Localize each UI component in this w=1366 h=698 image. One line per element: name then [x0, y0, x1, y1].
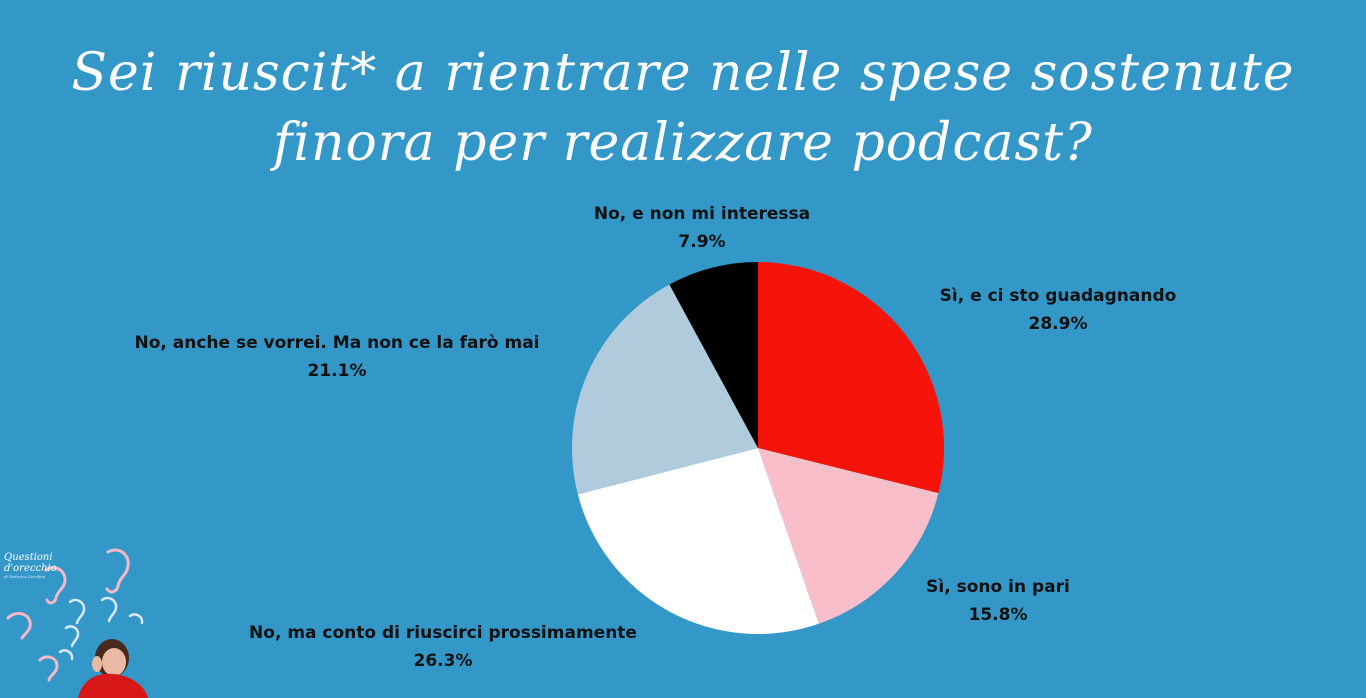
label-si-guadagnando: Sì, e ci sto guadagnando 28.9%	[940, 282, 1177, 338]
label-no-prossimamente-value: 26.3%	[413, 651, 473, 671]
logo-text: Questioni d'orecchio di Federica Zecchin…	[4, 552, 74, 580]
logo-title-line-2: d'orecchio	[4, 563, 57, 574]
label-no-mai-value: 21.1%	[307, 361, 367, 381]
ear-icon	[128, 613, 144, 625]
pie-slice-2	[577, 448, 819, 634]
label-si-pari-value: 15.8%	[968, 605, 1028, 625]
pie-slice-0	[758, 262, 944, 494]
label-si-guadagnando-text: Sì, e ci sto guadagnando	[939, 286, 1177, 306]
pie-slice-3	[572, 284, 758, 495]
label-no-mai-text: No, anche se vorrei. Ma non ce la farò m…	[134, 333, 540, 353]
label-no-interessa-value: 7.9%	[678, 232, 726, 252]
label-no-prossimamente-text: No, ma conto di riuscirci prossimamente	[249, 623, 637, 643]
ear-icon	[64, 625, 80, 648]
logo-subtitle: di Federica Zecchini	[4, 574, 46, 579]
label-si-guadagnando-value: 28.9%	[1028, 314, 1088, 334]
chart-title-line-2: finora per realizzare podcast?	[273, 113, 1093, 173]
podcast-logo	[6, 548, 148, 698]
chart-title-line-1: Sei riuscit* a rientrare nelle spese sos…	[71, 43, 1295, 103]
label-no-prossimamente: No, ma conto di riuscirci prossimamente …	[249, 619, 637, 675]
chart-title: Sei riuscit* a rientrare nelle spese sos…	[0, 38, 1366, 178]
pie-slice-1	[758, 448, 939, 624]
label-no-interessa: No, e non mi interessa 7.9%	[594, 200, 810, 256]
ear-icon	[105, 548, 130, 594]
pie-slice-4	[669, 262, 758, 448]
ear-icon	[58, 649, 74, 661]
ear-icon	[38, 655, 59, 682]
ear-icon	[100, 596, 118, 623]
label-no-interessa-text: No, e non mi interessa	[593, 204, 811, 224]
ear-icon	[6, 612, 32, 640]
ear-icon	[44, 566, 67, 605]
label-si-pari-text: Sì, sono in pari	[926, 577, 1070, 597]
logo-title-line-1: Questioni	[4, 552, 53, 563]
label-no-mai: No, anche se vorrei. Ma non ce la farò m…	[134, 329, 539, 385]
label-si-pari: Sì, sono in pari 15.8%	[926, 573, 1070, 629]
ear-icon	[68, 598, 86, 625]
woman-illustration	[78, 639, 148, 698]
